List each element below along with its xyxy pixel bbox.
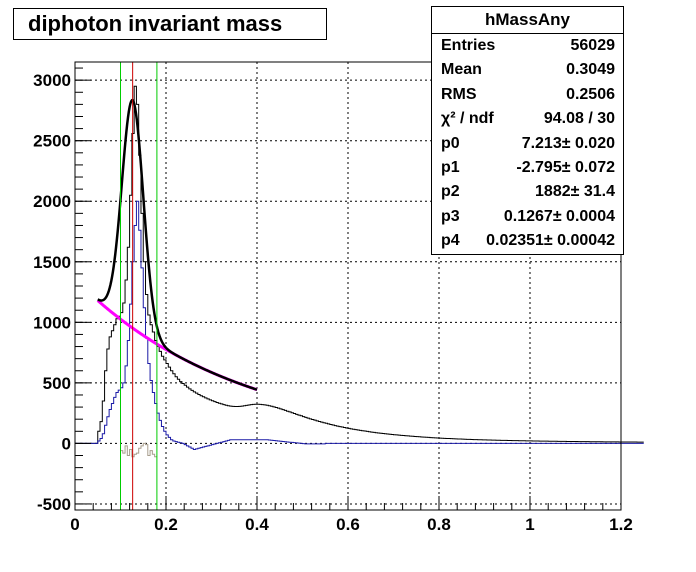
y-tick-label: 2000 [33, 192, 71, 211]
stats-row: p1 -2.795± 0.072 [432, 156, 623, 180]
stats-value: 0.02351± 0.00042 [486, 232, 615, 250]
stats-value: 1882± 31.4 [535, 183, 615, 201]
stats-row: p0 7.213± 0.020 [432, 132, 623, 156]
histogram-signal_region [120, 442, 157, 458]
stats-row: p2 1882± 31.4 [432, 180, 623, 204]
stats-row: Mean 0.3049 [432, 58, 623, 82]
stats-key: χ² / ndf [441, 110, 494, 128]
x-tick-label: 0 [70, 515, 79, 534]
chart-title-box: diphoton invariant mass [13, 8, 327, 40]
chart-title: diphoton invariant mass [28, 11, 283, 36]
stats-value: 0.1267± 0.0004 [503, 207, 615, 225]
stats-value: 0.3049 [566, 61, 615, 79]
y-tick-label: 1500 [33, 253, 71, 272]
stats-row: χ² / ndf 94.08 / 30 [432, 107, 623, 131]
stats-value: 94.08 / 30 [543, 110, 615, 128]
stats-row: Entries 56029 [432, 34, 623, 58]
stats-key: p2 [441, 183, 460, 201]
x-tick-label: 1.2 [609, 515, 633, 534]
x-tick-label: 0.4 [245, 515, 269, 534]
stats-row: p4 0.02351± 0.00042 [432, 229, 623, 253]
x-tick-label: 0.2 [154, 515, 178, 534]
stats-key: p1 [441, 158, 460, 176]
histogram-all [75, 85, 644, 444]
stats-key: p3 [441, 207, 460, 225]
y-tick-label: 3000 [33, 71, 71, 90]
stats-key: Mean [441, 61, 482, 79]
stats-value: 0.2506 [566, 85, 615, 103]
stats-rows: Entries 56029 Mean 0.3049 RMS 0.2506 χ² / ndf 9… [432, 34, 623, 254]
stats-value: -2.795± 0.072 [516, 158, 615, 176]
stats-value: 7.213± 0.020 [521, 134, 615, 152]
stats-row: RMS 0.2506 [432, 83, 623, 107]
total-fit-curve [97, 98, 258, 391]
y-tick-label: 0 [62, 434, 71, 453]
y-tick-label: 500 [43, 374, 71, 393]
stats-key: p4 [441, 232, 460, 250]
y-tick-label: 2500 [33, 132, 71, 151]
stats-row: p3 0.1267± 0.0004 [432, 205, 623, 229]
stats-key: p0 [441, 134, 460, 152]
x-tick-label: 0.8 [427, 515, 451, 534]
histogram-subtracted [75, 200, 644, 450]
y-tick-label: 1000 [33, 313, 71, 332]
stats-box: hMassAny Entries 56029 Mean 0.3049 RMS 0.2506… [431, 6, 624, 255]
stats-key: RMS [441, 85, 477, 103]
x-tick-label: 1 [525, 515, 534, 534]
stats-header: hMassAny [432, 7, 623, 34]
stats-key: Entries [441, 37, 496, 54]
y-tick-label: -500 [37, 495, 71, 514]
stats-value: 56029 [570, 37, 616, 54]
x-tick-label: 0.6 [336, 515, 360, 534]
